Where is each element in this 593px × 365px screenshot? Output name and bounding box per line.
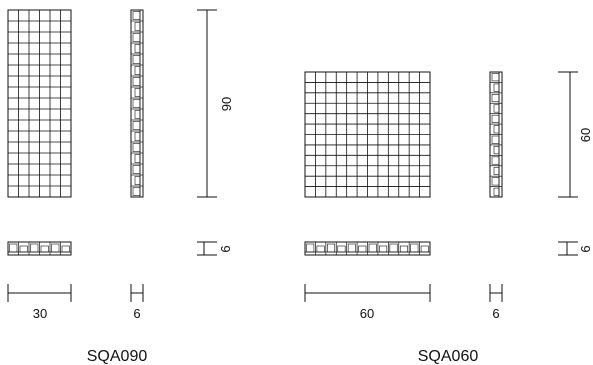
thickness-dimension xyxy=(558,241,578,256)
height-dimension-label: 60 xyxy=(578,128,593,142)
top-tile xyxy=(61,245,70,253)
front-view-grid xyxy=(7,9,72,198)
top-tile xyxy=(9,243,18,253)
top-tile xyxy=(410,243,419,253)
top-tile xyxy=(368,243,377,253)
top-tile xyxy=(40,245,49,253)
top-tile xyxy=(30,243,39,253)
side-tile xyxy=(134,88,141,97)
top-tile xyxy=(19,245,28,253)
side-tile xyxy=(493,166,500,175)
top-tile xyxy=(358,245,367,253)
side-tile xyxy=(491,73,500,82)
width-dimension xyxy=(7,284,72,302)
side-tile xyxy=(132,55,141,64)
product-sqa090: 90 6 30 6 SQA090 xyxy=(7,9,234,365)
side-tile xyxy=(134,22,141,31)
product-sqa060: 60 6 60 6 SQA060 xyxy=(304,71,593,365)
top-tile xyxy=(399,245,408,253)
side-tile xyxy=(132,77,141,86)
top-tile xyxy=(337,245,346,253)
front-view-grid xyxy=(304,71,431,198)
side-tile xyxy=(134,66,141,75)
side-tile xyxy=(134,176,141,185)
side-tile xyxy=(493,125,500,134)
top-tile xyxy=(347,243,356,253)
height-dimension xyxy=(197,9,217,198)
side-tile xyxy=(134,110,141,119)
side-tile xyxy=(134,132,141,141)
side-tile xyxy=(132,143,141,152)
side-tile xyxy=(491,114,500,123)
top-view xyxy=(304,241,431,256)
side-tile xyxy=(491,135,500,144)
top-tile xyxy=(327,243,336,253)
thickness-dimension xyxy=(197,241,217,256)
side-tile xyxy=(491,94,500,103)
side-tile xyxy=(491,156,500,165)
product-label: SQA060 xyxy=(418,348,479,365)
side-view xyxy=(489,71,503,198)
width-dimension-label: 60 xyxy=(360,306,374,321)
side-tile xyxy=(132,99,141,108)
top-tile xyxy=(306,243,315,253)
width-dimension xyxy=(304,284,431,302)
top-tile xyxy=(379,245,388,253)
thickness-dimension-label: 6 xyxy=(218,245,233,252)
side-tile xyxy=(134,154,141,163)
side-tile xyxy=(493,104,500,113)
side-tile xyxy=(132,11,141,20)
side-tile xyxy=(493,83,500,92)
width-dimension-label: 30 xyxy=(33,306,47,321)
top-tile xyxy=(316,245,325,253)
side-view xyxy=(130,9,144,198)
depth-dimension xyxy=(130,284,144,302)
top-tile xyxy=(389,243,398,253)
top-view xyxy=(7,241,72,256)
thickness-dimension-label: 6 xyxy=(578,245,593,252)
side-tile xyxy=(132,165,141,174)
top-tile xyxy=(51,243,60,253)
side-tile xyxy=(132,187,141,196)
height-dimension-label: 90 xyxy=(219,97,234,111)
depth-dimension xyxy=(489,284,503,302)
side-tile xyxy=(132,33,141,42)
product-label: SQA090 xyxy=(87,348,148,365)
top-tile xyxy=(420,245,429,253)
depth-dimension-label: 6 xyxy=(492,306,499,321)
side-tile xyxy=(493,146,500,155)
side-tile xyxy=(132,121,141,130)
side-tile xyxy=(491,177,500,186)
depth-dimension-label: 6 xyxy=(133,306,140,321)
side-tile xyxy=(134,44,141,53)
height-dimension xyxy=(558,71,578,198)
side-tile xyxy=(493,187,500,196)
